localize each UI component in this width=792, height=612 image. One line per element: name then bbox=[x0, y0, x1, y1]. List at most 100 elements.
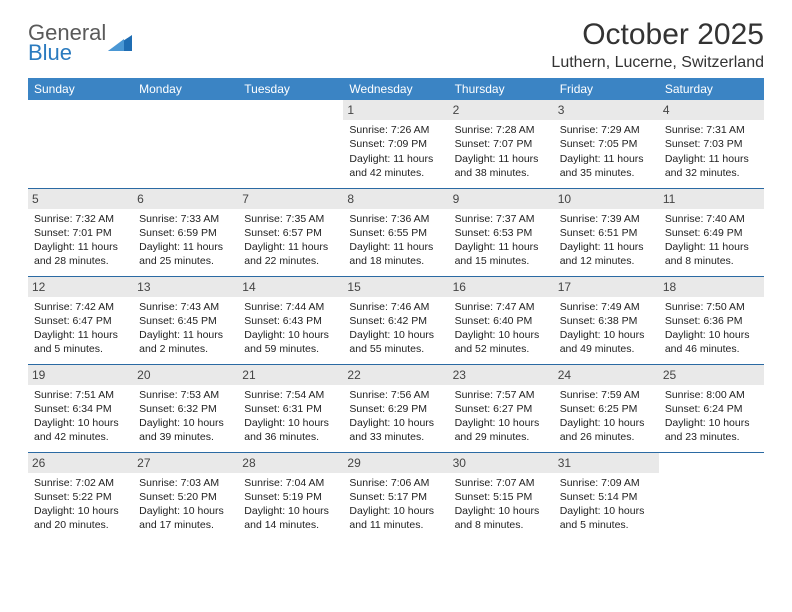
calendar-cell: 3Sunrise: 7:29 AMSunset: 7:05 PMDaylight… bbox=[554, 100, 659, 188]
day-number: 23 bbox=[449, 365, 554, 385]
day-detail-text: Sunrise: 7:26 AMSunset: 7:09 PMDaylight:… bbox=[349, 123, 442, 180]
calendar-cell: 27 Sunrise: 7:03 AMSunset: 5:20 PMDayligh… bbox=[133, 452, 238, 540]
page-header: General Blue October 2025 Luthern, Lucer… bbox=[28, 18, 764, 72]
day-detail-text: Sunrise: 7:03 AMSunset: 5:20 PMDaylight:… bbox=[139, 476, 232, 533]
brand-triangle-icon bbox=[108, 33, 134, 55]
calendar-grid: Sunday Monday Tuesday Wednesday Thursday… bbox=[28, 78, 764, 540]
day-number: 9 bbox=[449, 189, 554, 209]
day-number: 28 bbox=[238, 453, 343, 473]
calendar-cell: 12 Sunrise: 7:42 AMSunset: 6:47 PMDayligh… bbox=[28, 276, 133, 364]
day-number: 29 bbox=[343, 453, 448, 473]
calendar-cell: 24 Sunrise: 7:59 AMSunset: 6:25 PMDayligh… bbox=[554, 364, 659, 452]
calendar-cell bbox=[133, 100, 238, 188]
day-number: 8 bbox=[343, 189, 448, 209]
brand-text: General Blue bbox=[28, 22, 106, 64]
day-detail-text: Sunrise: 7:57 AMSunset: 6:27 PMDaylight:… bbox=[455, 388, 548, 445]
day-number: 10 bbox=[554, 189, 659, 209]
day-number: 14 bbox=[238, 277, 343, 297]
day-detail-text: Sunrise: 7:33 AMSunset: 6:59 PMDaylight:… bbox=[139, 212, 232, 269]
day-detail-text: Sunrise: 7:43 AMSunset: 6:45 PMDaylight:… bbox=[139, 300, 232, 357]
day-detail-text: Sunrise: 7:53 AMSunset: 6:32 PMDaylight:… bbox=[139, 388, 232, 445]
calendar-cell: 19Sunrise: 7:51 AMSunset: 6:34 PMDayligh… bbox=[28, 364, 133, 452]
calendar-cell: 4 Sunrise: 7:31 AMSunset: 7:03 PMDaylight… bbox=[659, 100, 764, 188]
day-number: 15 bbox=[343, 277, 448, 297]
calendar-week-row: 26Sunrise: 7:02 AMSunset: 5:22 PMDayligh… bbox=[28, 452, 764, 540]
weekday-header: Friday bbox=[554, 78, 659, 100]
day-number: 1 bbox=[343, 100, 448, 120]
day-detail-text: Sunrise: 7:37 AMSunset: 6:53 PMDaylight:… bbox=[455, 212, 548, 269]
day-detail-text: Sunrise: 7:07 AMSunset: 5:15 PMDaylight:… bbox=[455, 476, 548, 533]
calendar-cell: 21Sunrise: 7:54 AMSunset: 6:31 PMDayligh… bbox=[238, 364, 343, 452]
calendar-cell: 9 Sunrise: 7:37 AMSunset: 6:53 PMDaylight… bbox=[449, 188, 554, 276]
day-number: 13 bbox=[133, 277, 238, 297]
calendar-cell: 29 Sunrise: 7:06 AMSunset: 5:17 PMDayligh… bbox=[343, 452, 448, 540]
calendar-week-row: 1 Sunrise: 7:26 AMSunset: 7:09 PMDaylight… bbox=[28, 100, 764, 188]
calendar-cell: 23 Sunrise: 7:57 AMSunset: 6:27 PMDayligh… bbox=[449, 364, 554, 452]
day-detail-text: Sunrise: 7:09 AMSunset: 5:14 PMDaylight:… bbox=[560, 476, 653, 533]
calendar-cell: 16Sunrise: 7:47 AMSunset: 6:40 PMDayligh… bbox=[449, 276, 554, 364]
calendar-cell: 7 Sunrise: 7:35 AMSunset: 6:57 PMDaylight… bbox=[238, 188, 343, 276]
day-number: 4 bbox=[659, 100, 764, 120]
weekday-header: Sunday bbox=[28, 78, 133, 100]
day-number: 30 bbox=[449, 453, 554, 473]
day-detail-text: Sunrise: 7:51 AMSunset: 6:34 PMDaylight:… bbox=[34, 388, 127, 445]
day-detail-text: Sunrise: 7:49 AMSunset: 6:38 PMDaylight:… bbox=[560, 300, 653, 357]
calendar-cell: 14Sunrise: 7:44 AMSunset: 6:43 PMDayligh… bbox=[238, 276, 343, 364]
day-number: 27 bbox=[133, 453, 238, 473]
day-number: 25 bbox=[659, 365, 764, 385]
calendar-cell: 28 Sunrise: 7:04 AMSunset: 5:19 PMDayligh… bbox=[238, 452, 343, 540]
day-detail-text: Sunrise: 7:35 AMSunset: 6:57 PMDaylight:… bbox=[244, 212, 337, 269]
calendar-body: 1 Sunrise: 7:26 AMSunset: 7:09 PMDaylight… bbox=[28, 100, 764, 540]
calendar-cell bbox=[28, 100, 133, 188]
calendar-cell: 5Sunrise: 7:32 AMSunset: 7:01 PMDaylight… bbox=[28, 188, 133, 276]
day-detail-text: Sunrise: 7:39 AMSunset: 6:51 PMDaylight:… bbox=[560, 212, 653, 269]
calendar-cell: 20Sunrise: 7:53 AMSunset: 6:32 PMDayligh… bbox=[133, 364, 238, 452]
day-number: 24 bbox=[554, 365, 659, 385]
title-block: October 2025 Luthern, Lucerne, Switzerla… bbox=[551, 18, 764, 72]
day-number: 5 bbox=[28, 189, 133, 209]
calendar-cell: 8 Sunrise: 7:36 AMSunset: 6:55 PMDaylight… bbox=[343, 188, 448, 276]
brand-logo: General Blue bbox=[28, 22, 134, 64]
calendar-cell: 18Sunrise: 7:50 AMSunset: 6:36 PMDayligh… bbox=[659, 276, 764, 364]
calendar-week-row: 5Sunrise: 7:32 AMSunset: 7:01 PMDaylight… bbox=[28, 188, 764, 276]
calendar-cell: 31 Sunrise: 7:09 AMSunset: 5:14 PMDayligh… bbox=[554, 452, 659, 540]
day-number: 21 bbox=[238, 365, 343, 385]
day-number: 17 bbox=[554, 277, 659, 297]
day-number: 26 bbox=[28, 453, 133, 473]
calendar-cell: 13 Sunrise: 7:43 AMSunset: 6:45 PMDayligh… bbox=[133, 276, 238, 364]
day-detail-text: Sunrise: 7:06 AMSunset: 5:17 PMDaylight:… bbox=[349, 476, 442, 533]
calendar-cell: 11Sunrise: 7:40 AMSunset: 6:49 PMDayligh… bbox=[659, 188, 764, 276]
day-detail-text: Sunrise: 7:46 AMSunset: 6:42 PMDaylight:… bbox=[349, 300, 442, 357]
calendar-cell: 25 Sunrise: 8:00 AMSunset: 6:24 PMDayligh… bbox=[659, 364, 764, 452]
calendar-cell: 17 Sunrise: 7:49 AMSunset: 6:38 PMDayligh… bbox=[554, 276, 659, 364]
day-detail-text: Sunrise: 7:31 AMSunset: 7:03 PMDaylight:… bbox=[665, 123, 758, 180]
day-detail-text: Sunrise: 8:00 AMSunset: 6:24 PMDaylight:… bbox=[665, 388, 758, 445]
day-number: 16 bbox=[449, 277, 554, 297]
month-title: October 2025 bbox=[551, 18, 764, 52]
weekday-header: Monday bbox=[133, 78, 238, 100]
calendar-cell bbox=[659, 452, 764, 540]
day-number: 12 bbox=[28, 277, 133, 297]
weekday-header: Saturday bbox=[659, 78, 764, 100]
day-detail-text: Sunrise: 7:56 AMSunset: 6:29 PMDaylight:… bbox=[349, 388, 442, 445]
day-detail-text: Sunrise: 7:29 AMSunset: 7:05 PMDaylight:… bbox=[560, 123, 653, 180]
weekday-header: Wednesday bbox=[343, 78, 448, 100]
day-number: 2 bbox=[449, 100, 554, 120]
day-number: 31 bbox=[554, 453, 659, 473]
calendar-cell bbox=[238, 100, 343, 188]
day-detail-text: Sunrise: 7:42 AMSunset: 6:47 PMDaylight:… bbox=[34, 300, 127, 357]
calendar-cell: 15 Sunrise: 7:46 AMSunset: 6:42 PMDayligh… bbox=[343, 276, 448, 364]
calendar-cell: 2 Sunrise: 7:28 AMSunset: 7:07 PMDaylight… bbox=[449, 100, 554, 188]
day-number: 7 bbox=[238, 189, 343, 209]
calendar-week-row: 19Sunrise: 7:51 AMSunset: 6:34 PMDayligh… bbox=[28, 364, 764, 452]
calendar-cell: 30 Sunrise: 7:07 AMSunset: 5:15 PMDayligh… bbox=[449, 452, 554, 540]
location-subtitle: Luthern, Lucerne, Switzerland bbox=[551, 54, 764, 72]
day-detail-text: Sunrise: 7:36 AMSunset: 6:55 PMDaylight:… bbox=[349, 212, 442, 269]
day-detail-text: Sunrise: 7:59 AMSunset: 6:25 PMDaylight:… bbox=[560, 388, 653, 445]
day-detail-text: Sunrise: 7:04 AMSunset: 5:19 PMDaylight:… bbox=[244, 476, 337, 533]
day-detail-text: Sunrise: 7:28 AMSunset: 7:07 PMDaylight:… bbox=[455, 123, 548, 180]
day-number: 18 bbox=[659, 277, 764, 297]
day-number: 11 bbox=[659, 189, 764, 209]
calendar-cell: 1 Sunrise: 7:26 AMSunset: 7:09 PMDaylight… bbox=[343, 100, 448, 188]
calendar-cell: 10 Sunrise: 7:39 AMSunset: 6:51 PMDayligh… bbox=[554, 188, 659, 276]
